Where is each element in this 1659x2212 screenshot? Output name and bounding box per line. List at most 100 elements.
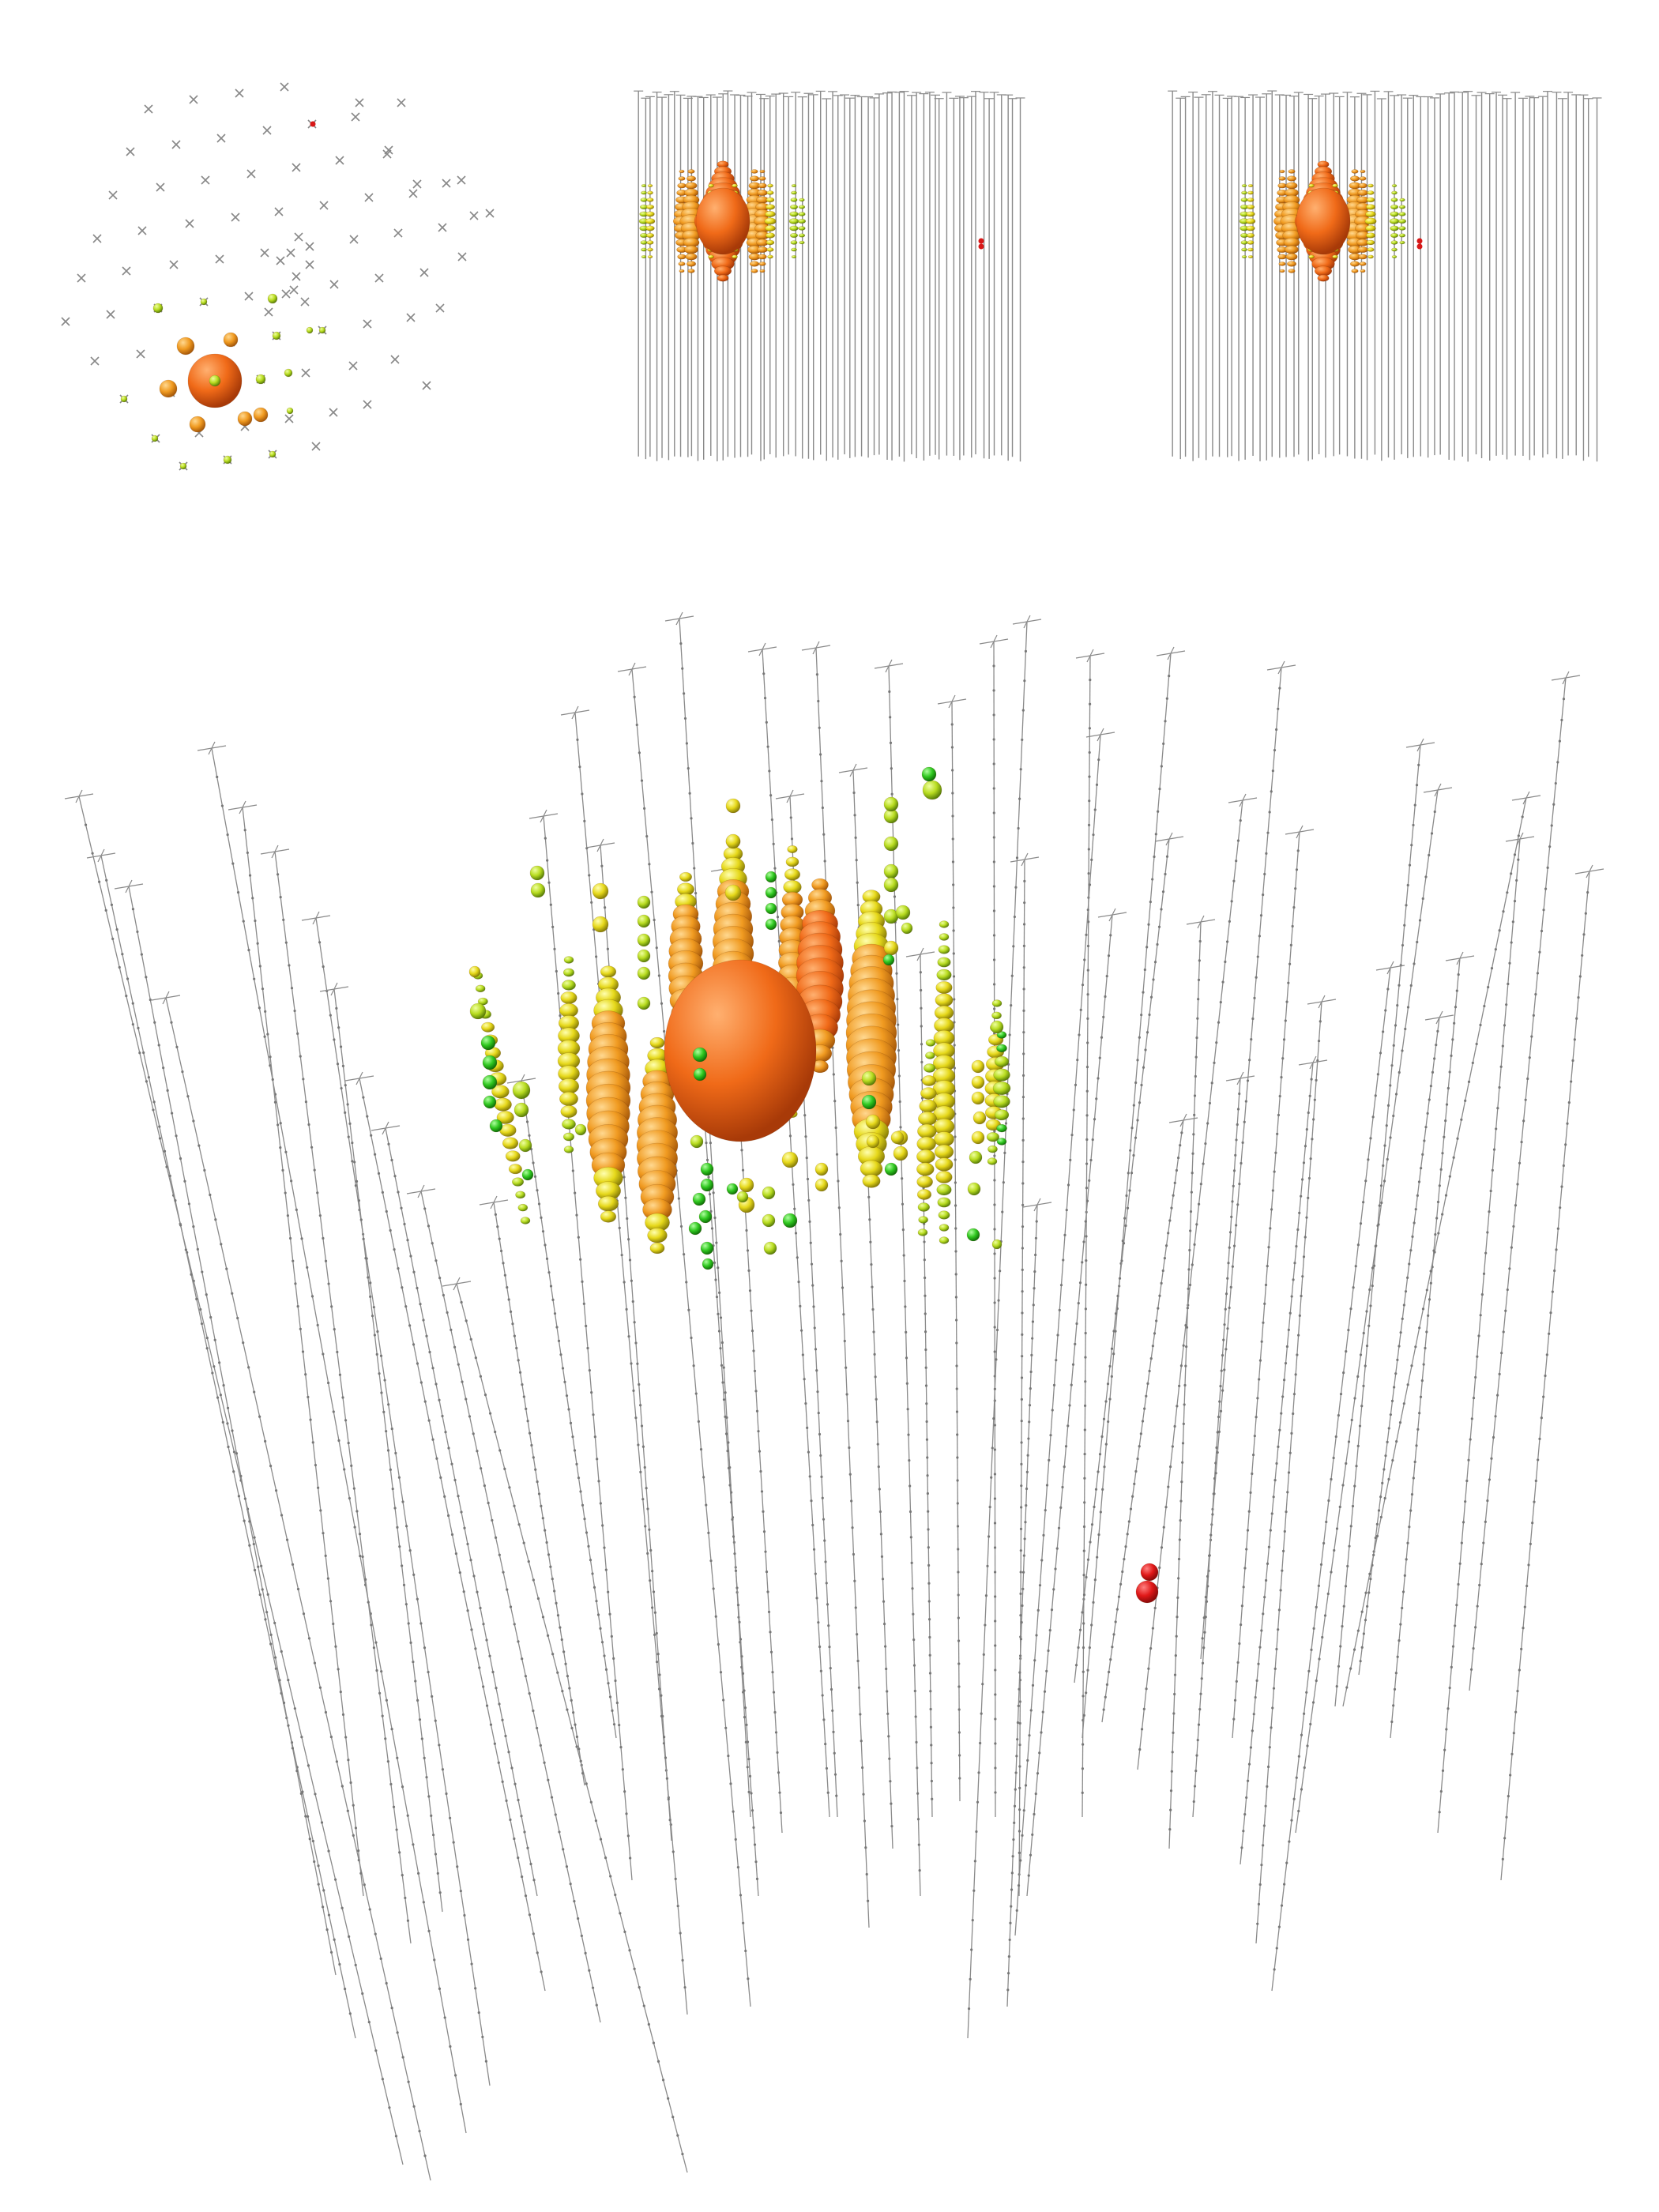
dom <box>927 1528 930 1531</box>
dom <box>1297 1334 1300 1337</box>
dom <box>1235 1138 1238 1142</box>
dom <box>333 1038 336 1041</box>
dom <box>498 1237 501 1240</box>
dom <box>1054 1567 1057 1571</box>
dom <box>1231 1265 1234 1268</box>
dom <box>956 1502 959 1505</box>
dom <box>803 1378 806 1381</box>
dom <box>1223 1368 1226 1371</box>
dom <box>707 1176 710 1179</box>
dom <box>350 1464 353 1467</box>
light-sphere <box>508 1164 522 1175</box>
dom <box>920 1060 924 1064</box>
dom <box>952 929 955 932</box>
dom <box>1272 1495 1275 1499</box>
dom <box>727 1441 730 1444</box>
dom <box>854 836 857 839</box>
dom <box>683 1253 686 1256</box>
dom <box>857 1686 861 1689</box>
dom <box>1311 1701 1315 1704</box>
light-sphere <box>1279 269 1285 273</box>
dom <box>1371 1266 1375 1270</box>
dom-cross-marker <box>92 234 102 243</box>
dom <box>589 1559 592 1562</box>
dom <box>371 1315 374 1318</box>
light-sphere <box>767 254 773 259</box>
dom <box>994 1693 997 1696</box>
dom <box>854 1606 857 1609</box>
dom <box>681 667 684 670</box>
dom <box>1385 1124 1388 1127</box>
dom <box>639 1404 642 1407</box>
dom <box>632 1389 635 1392</box>
string-cap <box>1156 646 1186 660</box>
dom <box>362 1096 365 1099</box>
dom-cross-marker <box>189 95 198 104</box>
dom <box>418 1718 422 1721</box>
light-sphere <box>684 245 698 254</box>
dom <box>1018 1851 1021 1854</box>
dom <box>438 1744 441 1747</box>
dom <box>179 1157 182 1161</box>
dom <box>1408 1262 1411 1266</box>
dom <box>1085 1187 1089 1190</box>
dom <box>980 1712 983 1715</box>
dom <box>633 1967 636 1970</box>
dom <box>1296 849 1300 852</box>
dom <box>1084 1331 1087 1335</box>
dom <box>861 1766 864 1770</box>
dom <box>1022 923 1026 926</box>
dom <box>1444 1119 1447 1123</box>
dom <box>920 1043 924 1046</box>
dom <box>990 1476 993 1479</box>
light-sphere <box>1367 183 1374 188</box>
light-sphere <box>1277 254 1287 260</box>
dom <box>1419 1395 1423 1398</box>
dom <box>640 779 644 782</box>
dom <box>1552 803 1556 806</box>
dom <box>449 2045 452 2048</box>
dom <box>253 1536 256 1539</box>
dom <box>547 881 551 884</box>
dom <box>1420 1379 1424 1382</box>
light-sphere <box>939 920 950 928</box>
dom <box>1469 1438 1472 1441</box>
dom <box>1257 1902 1261 1905</box>
dom <box>804 1401 807 1405</box>
dom <box>343 1468 346 1471</box>
dom <box>621 1768 624 1771</box>
dom <box>817 699 820 703</box>
dom <box>491 1670 495 1674</box>
dom <box>1035 1634 1038 1637</box>
dom <box>1224 1292 1228 1296</box>
dom <box>1499 1065 1503 1068</box>
dom-cross-marker <box>90 356 100 366</box>
dom <box>1173 1424 1176 1428</box>
dom <box>754 1860 758 1864</box>
dom <box>1118 1277 1122 1280</box>
string-cap <box>1285 825 1315 839</box>
dom <box>818 726 821 729</box>
dom <box>956 1479 959 1482</box>
dom <box>807 1450 811 1454</box>
dom <box>557 991 560 995</box>
dom <box>1025 1504 1028 1507</box>
dom <box>326 1381 330 1385</box>
dom <box>110 903 114 906</box>
dom <box>1082 1646 1085 1650</box>
dom <box>1456 1137 1459 1140</box>
dom <box>794 1232 798 1235</box>
dom <box>362 1237 365 1240</box>
dom <box>1498 1372 1501 1375</box>
dom <box>1124 1224 1127 1228</box>
dom <box>522 1541 525 1544</box>
dom <box>1240 1623 1243 1627</box>
dom <box>1012 1838 1015 1841</box>
dom <box>821 1694 824 1697</box>
dom <box>447 1446 450 1450</box>
dom <box>340 1086 343 1090</box>
dom <box>163 1149 167 1153</box>
dom <box>1300 1733 1304 1736</box>
string-cap <box>1574 864 1604 878</box>
dom <box>300 1237 303 1240</box>
